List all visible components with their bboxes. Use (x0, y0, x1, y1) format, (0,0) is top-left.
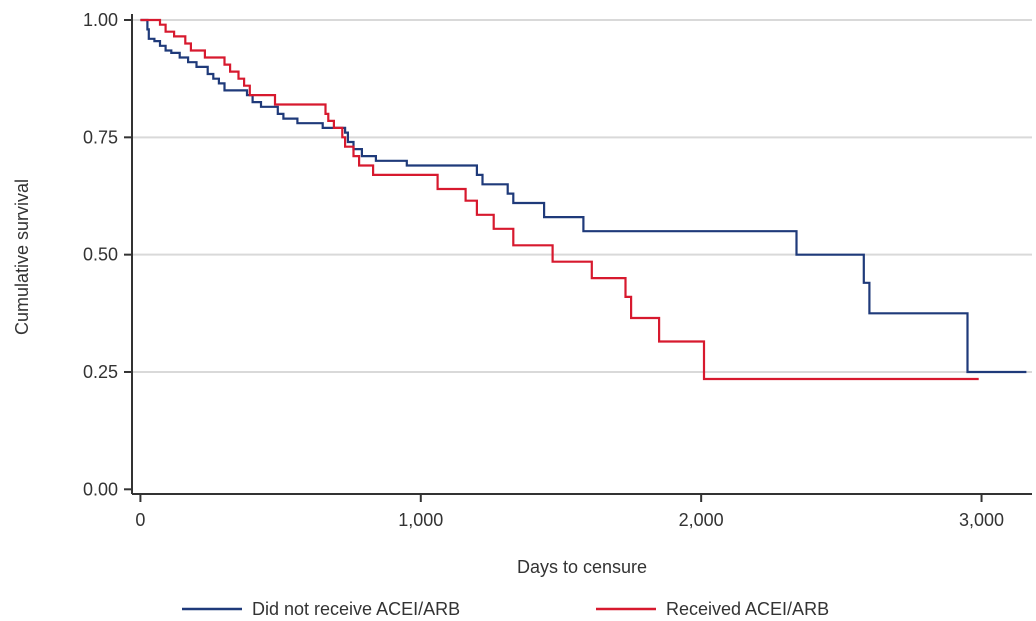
series-lines (140, 18, 1027, 381)
axes: 0.00 0.25 0.50 0.75 1.00 0 1,000 2,000 3,000 (83, 10, 1032, 530)
y-axis-title: Cumulative survival (12, 179, 32, 335)
x-tick-label: 3,000 (959, 510, 1004, 530)
gridlines (132, 19, 1032, 373)
y-tick-label: 0.00 (83, 479, 118, 499)
series-line-2 (140, 18, 979, 381)
legend-label-2: Received ACEI/ARB (666, 599, 829, 619)
y-tick-label: 0.25 (83, 362, 118, 382)
y-tick-label: 0.75 (83, 127, 118, 147)
series-line-1 (140, 18, 1027, 374)
x-axis-title: Days to censure (517, 557, 647, 577)
x-tick-label: 0 (135, 510, 145, 530)
x-tick-label: 1,000 (398, 510, 443, 530)
legend: Did not receive ACEI/ARB Received ACEI/AR… (182, 599, 829, 619)
y-tick-label: 1.00 (83, 10, 118, 30)
x-tick-label: 2,000 (679, 510, 724, 530)
y-tick-label: 0.50 (83, 245, 118, 265)
legend-label-1: Did not receive ACEI/ARB (252, 599, 460, 619)
